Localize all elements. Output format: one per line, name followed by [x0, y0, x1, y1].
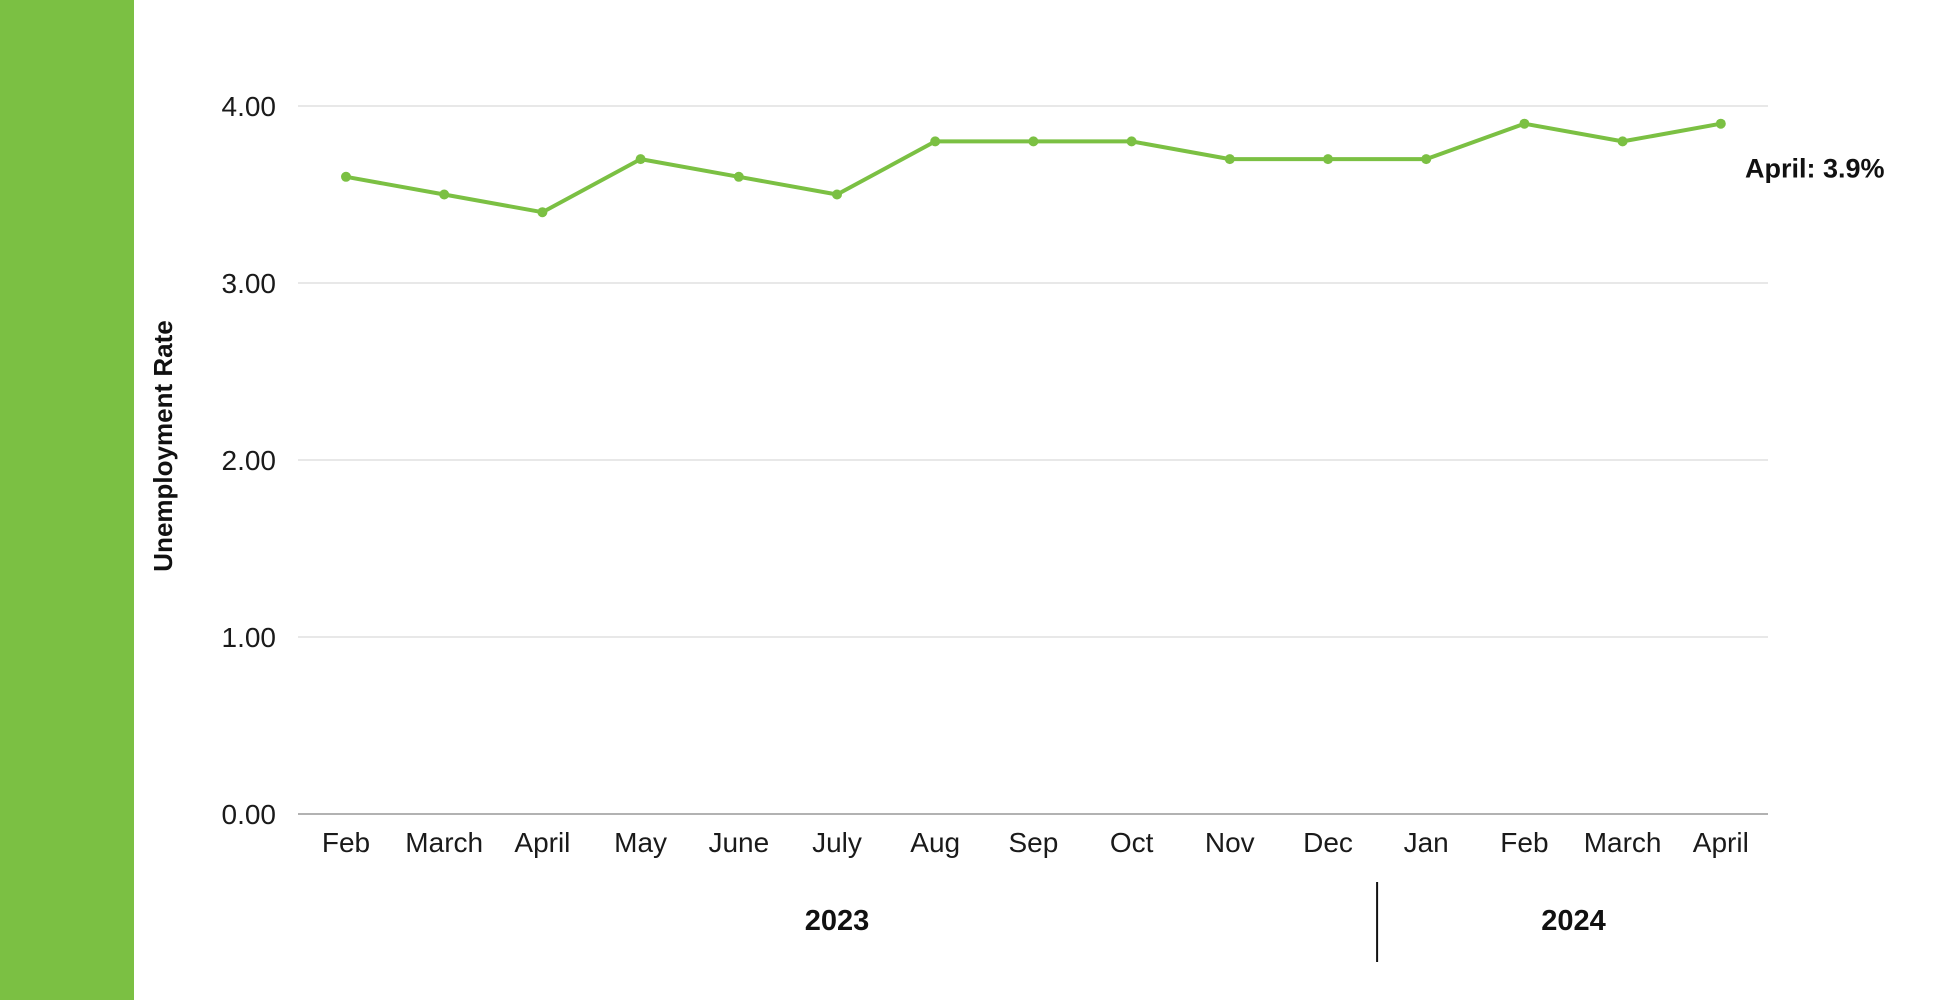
x-tick-label: June [708, 827, 769, 858]
x-tick-label: Feb [322, 827, 370, 858]
year-groups: 2023 2024 [805, 882, 1606, 962]
y-tick-label: 4.00 [222, 91, 277, 122]
data-point [1617, 136, 1628, 147]
year-group-label: 2023 [805, 905, 870, 937]
y-axis-label: Unemployment Rate [148, 320, 178, 571]
data-point [1715, 118, 1726, 129]
y-tick-label: 1.00 [222, 622, 277, 653]
x-tick-label: Feb [1500, 827, 1548, 858]
data-point [439, 189, 450, 200]
x-tick-label: Oct [1110, 827, 1154, 858]
x-tick-label: March [1584, 827, 1662, 858]
y-tick-label: 2.00 [222, 445, 277, 476]
data-point [930, 136, 941, 147]
x-tick-label: July [812, 827, 862, 858]
data-point [537, 207, 548, 218]
x-tick-label: Jan [1404, 827, 1449, 858]
x-tick-label: Dec [1303, 827, 1353, 858]
accent-side-bar [0, 0, 134, 1000]
series-unemployment-rate [341, 118, 1726, 218]
y-tick-label: 3.00 [222, 268, 277, 299]
x-tick-label: April [1693, 827, 1749, 858]
data-point [1519, 118, 1530, 129]
x-tick-label: May [614, 827, 667, 858]
data-point [1028, 136, 1039, 147]
x-tick-label: March [405, 827, 483, 858]
data-point [733, 171, 744, 182]
data-point [341, 171, 351, 182]
y-axis-ticks: 0.00 1.00 2.00 3.00 4.00 [222, 91, 277, 830]
x-tick-label: Sep [1008, 827, 1058, 858]
data-point [1224, 154, 1235, 165]
last-value-annotation: April: 3.9% [1745, 154, 1885, 184]
x-tick-label: April [514, 827, 570, 858]
data-point [1126, 136, 1137, 147]
data-point [832, 189, 842, 200]
x-tick-label: Aug [910, 827, 960, 858]
year-group-label: 2024 [1541, 905, 1606, 937]
data-point [1323, 154, 1333, 165]
gridlines [298, 105, 1768, 815]
data-point [1421, 154, 1432, 165]
x-axis-ticks: Feb March April May June July Aug Sep Oct Nov Dec J… [322, 827, 1749, 858]
x-tick-label: Nov [1205, 827, 1255, 858]
data-point [635, 154, 646, 165]
y-tick-label: 0.00 [222, 799, 277, 830]
